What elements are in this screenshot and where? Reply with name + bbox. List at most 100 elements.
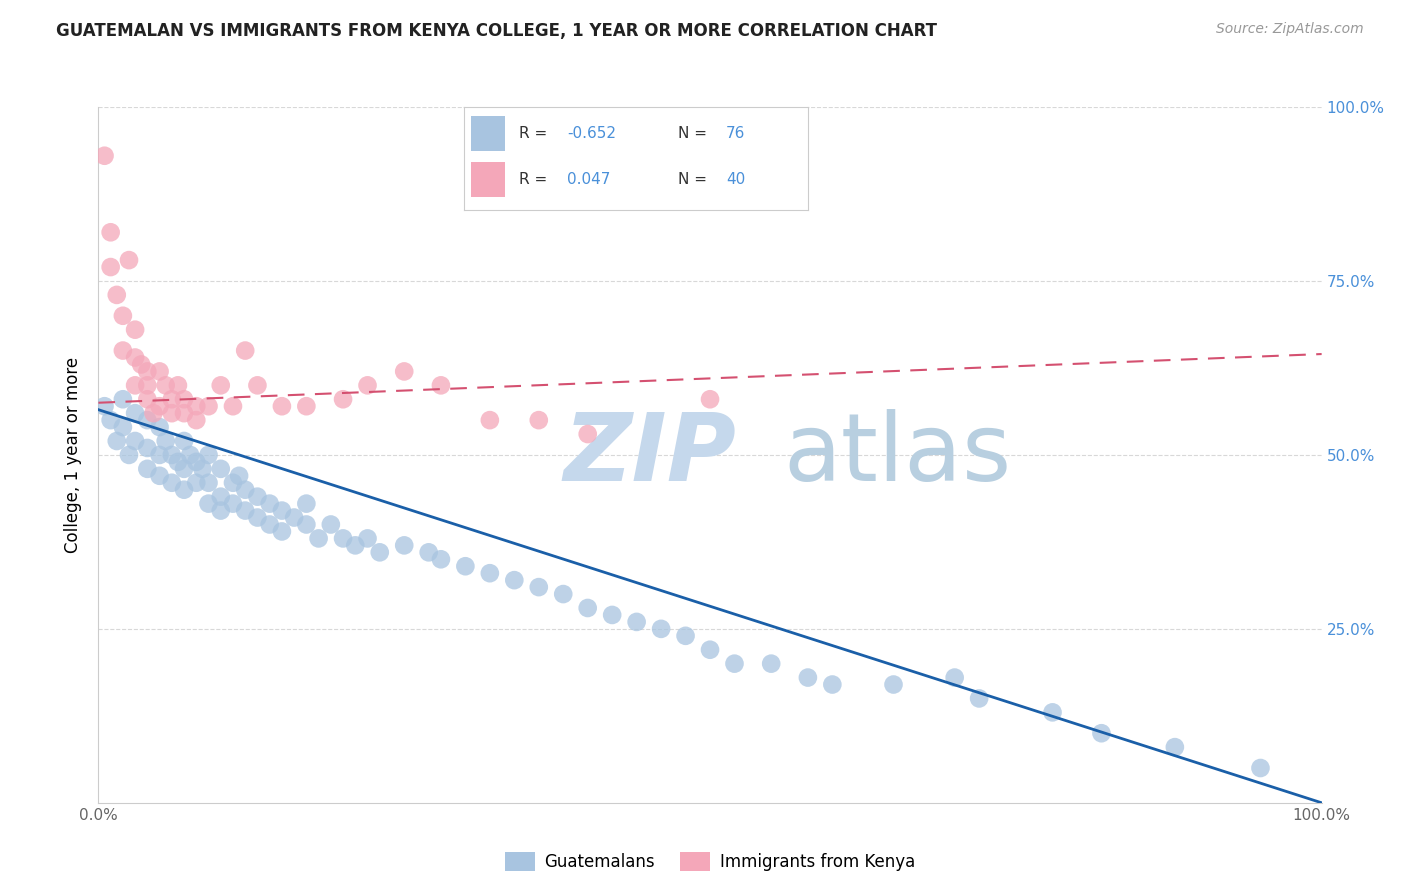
Point [100,413,122,427]
Text: R =: R = [519,172,553,187]
Point [478,566,501,581]
Legend: Guatemalans, Immigrants from Kenya: Guatemalans, Immigrants from Kenya [498,846,922,878]
Text: N =: N = [678,172,711,187]
Point [155,378,177,392]
Point [149,364,172,378]
Point [308,532,330,546]
Point [111,309,134,323]
Point [173,406,195,420]
Point [344,538,367,552]
Point [478,413,501,427]
Point [222,497,245,511]
Point [430,552,453,566]
Point [454,559,477,574]
Point [246,490,269,504]
Point [368,545,391,559]
Point [943,671,966,685]
Point [136,413,159,427]
Text: ZIP: ZIP [564,409,737,501]
Point [173,483,195,497]
Point [527,413,550,427]
Point [100,260,122,274]
Point [699,392,721,407]
Point [295,399,318,413]
Point [149,448,172,462]
Point [197,497,219,511]
Point [675,629,697,643]
Point [295,497,318,511]
Point [105,288,128,302]
Point [503,573,526,587]
Point [93,149,115,163]
Point [209,503,232,517]
Text: R =: R = [519,126,553,141]
Point [149,420,172,434]
Point [319,517,342,532]
Point [233,483,256,497]
Point [129,358,152,372]
Point [332,532,354,546]
Point [295,517,318,532]
Point [1090,726,1112,740]
Point [124,406,146,420]
Point [105,434,128,448]
Point [111,343,134,358]
Point [600,607,623,622]
Point [186,475,208,490]
Point [418,545,440,559]
Point [191,462,214,476]
Point [167,378,190,392]
Point [93,399,115,413]
Point [356,378,378,392]
Point [527,580,550,594]
Point [1042,706,1064,720]
Point [149,399,172,413]
Point [650,622,672,636]
Point [142,406,165,420]
Bar [471,116,505,151]
Point [124,378,146,392]
Point [173,392,195,407]
Point [100,225,122,239]
Point [179,448,201,462]
Point [259,497,281,511]
Point [723,657,745,671]
Text: 40: 40 [725,172,745,187]
Point [136,378,159,392]
Point [160,392,183,407]
Point [270,524,294,539]
Point [173,434,195,448]
Point [228,468,250,483]
Point [967,691,990,706]
Point [761,657,783,671]
Point [1164,740,1187,755]
Text: atlas: atlas [783,409,1012,501]
Text: -0.652: -0.652 [568,126,616,141]
Point [209,378,232,392]
Point [173,462,195,476]
Point [197,399,219,413]
Point [797,671,820,685]
Point [124,434,146,448]
Point [283,510,305,524]
Point [186,413,208,427]
Text: GUATEMALAN VS IMMIGRANTS FROM KENYA COLLEGE, 1 YEAR OR MORE CORRELATION CHART: GUATEMALAN VS IMMIGRANTS FROM KENYA COLL… [56,22,938,40]
Point [136,364,159,378]
Point [160,448,183,462]
Point [111,420,134,434]
Point [124,351,146,365]
Point [160,475,183,490]
Point [136,462,159,476]
Y-axis label: College, 1 year or more: College, 1 year or more [65,357,83,553]
Point [270,399,294,413]
Point [246,378,269,392]
Point [246,510,269,524]
Point [155,434,177,448]
Point [821,677,844,691]
Point [136,441,159,455]
Point [392,538,416,552]
Point [356,532,378,546]
Point [259,517,281,532]
Point [111,392,134,407]
Point [186,399,208,413]
